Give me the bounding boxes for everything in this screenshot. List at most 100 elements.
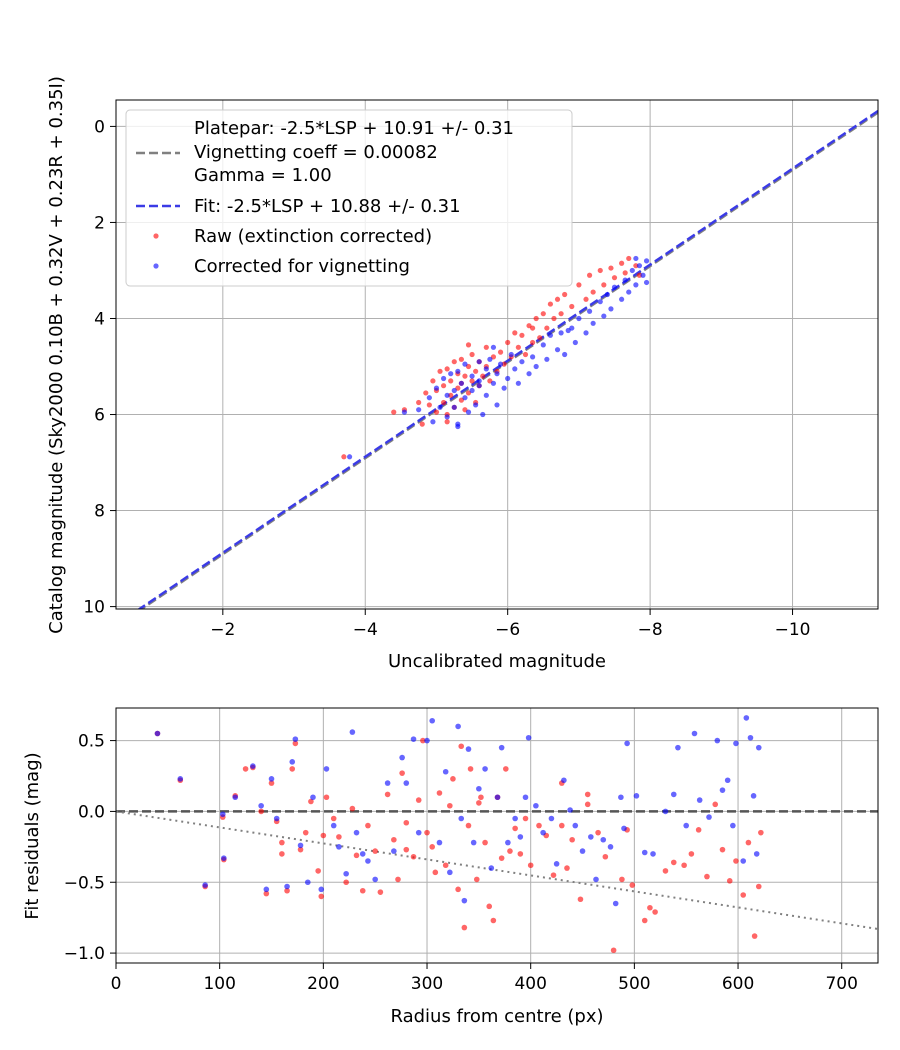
top-point-raw [451,359,457,365]
top-point-corrected [462,395,468,401]
bottom-point-corrected [719,787,726,793]
top-point-raw [501,361,507,367]
bottom-point-corrected [336,844,342,850]
top-point-corrected [526,371,532,377]
top-point-corrected [448,371,454,377]
top-point-raw [622,270,628,276]
bottom-point-raw [442,862,449,869]
bottom-point-corrected [424,737,430,744]
bottom-point-raw [284,887,290,894]
top-x-tick-label: −6 [495,620,520,640]
bottom-point-corrected [447,869,453,876]
bottom-point-raw [391,836,397,843]
bottom-point-corrected [403,780,410,786]
top-point-corrected [465,409,472,415]
top-point-corrected [572,339,578,346]
top-point-raw [430,378,436,384]
top-point-corrected [501,385,507,391]
top-point-corrected [440,375,447,382]
top-point-corrected [590,320,596,326]
bottom-point-corrected [512,815,518,822]
bottom-point-corrected [273,815,280,822]
legend-box [125,109,573,287]
bottom-point-raw [242,766,249,772]
bottom-point-corrected [675,744,681,751]
bottom-point-raw [647,904,653,911]
top-point-raw [619,260,625,266]
bottom-point-raw [377,889,384,895]
top-point-raw [601,282,607,288]
bottom-point-raw [410,853,417,860]
bottom-line-vignetting [116,810,878,930]
top-point-corrected [622,277,628,283]
top-point-raw [533,315,539,322]
top-point-raw [512,330,518,336]
top-point-corrected [554,347,561,353]
top-point-corrected [619,296,625,302]
top-point-corrected [629,267,635,274]
top-y-tick-label: 4 [94,309,105,329]
top-point-raw [391,409,397,415]
bottom-point-raw [569,836,575,843]
top-point-raw [465,342,472,348]
top-point-corrected [426,395,432,401]
top-point-corrected [451,387,457,394]
bottom-point-corrected [292,736,299,742]
bottom-point-raw [302,829,309,836]
bottom-point-raw [436,790,443,796]
bottom-point-corrected [670,791,677,798]
top-point-corrected [636,263,643,269]
bottom-point-corrected [458,815,465,822]
bottom-point-raw [584,801,591,808]
bottom-point-corrected [567,807,573,813]
bottom-point-raw [522,815,529,822]
top-point-corrected [586,308,593,314]
top-point-corrected [508,351,514,358]
bottom-point-corrected [343,870,349,877]
top-point-raw [423,390,429,396]
top-point-raw [483,344,489,350]
bottom-ticks: 0 100 200 300 400 500 600 700 0.5 0.0 −0.5 −1.0 [64,732,858,994]
bottom-point-raw [399,770,405,776]
top-point-raw [440,383,447,389]
bottom-data-points [154,715,764,954]
bottom-point-corrected [572,822,579,829]
bottom-point-corrected [706,814,712,820]
top-point-raw [522,351,529,358]
bottom-point-raw [292,740,299,747]
bottom-point-corrected [304,879,311,886]
legend-raw-label: Raw (extinction corrected) [194,226,432,247]
bottom-point-raw [536,822,542,829]
top-data-points [341,255,650,460]
bottom-point-raw [517,851,524,857]
top-y-tick-label: 0 [94,117,105,137]
bottom-point-raw [279,851,285,857]
top-point-raw [448,378,454,384]
top-point-corrected [483,392,489,398]
top-point-corrected [458,380,464,386]
top-point-raw [426,402,432,408]
bottom-point-corrected [323,766,330,772]
bottom-point-raw [403,819,410,826]
bottom-point-raw [641,917,648,924]
bottom-point-raw [681,862,687,869]
bottom-point-corrected [442,768,449,775]
bottom-y-tick-label: −0.5 [64,873,105,893]
bottom-point-raw [268,780,275,786]
top-point-corrected [494,371,500,377]
bottom-point-corrected [284,883,290,890]
bottom-point-corrected [372,876,378,883]
top-x-tick-label: −8 [638,620,663,640]
bottom-point-corrected [494,794,501,801]
top-point-raw [544,325,550,331]
bottom-point-raw [359,887,366,894]
top-point-corrected [462,361,468,367]
top-point-corrected [505,375,511,382]
bottom-point-raw [550,872,557,878]
bottom-point-raw [349,805,356,812]
bottom-x-tick-label: 100 [203,974,235,994]
bottom-point-corrected [607,844,614,850]
bottom-x-tick-label: 200 [307,974,339,994]
bottom-point-raw [447,802,453,809]
